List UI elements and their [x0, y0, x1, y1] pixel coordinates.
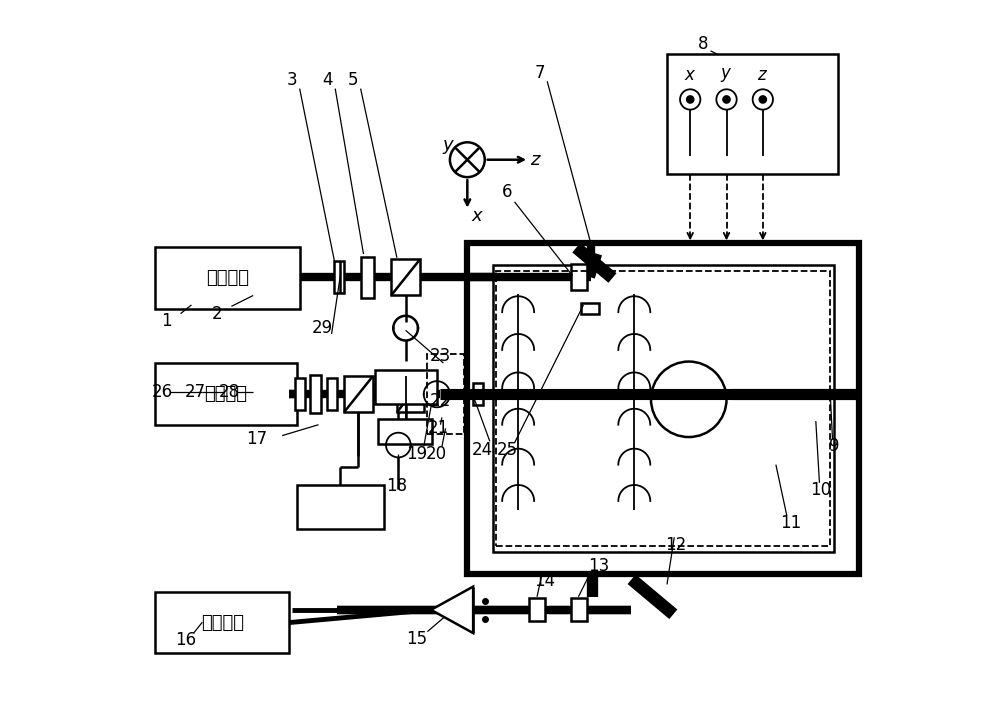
Bar: [496, 271, 830, 546]
Bar: [427, 354, 464, 434]
Text: 29: 29: [312, 319, 333, 337]
Text: $y$: $y$: [442, 139, 455, 156]
Text: 5: 5: [348, 71, 359, 89]
Text: 数据记录: 数据记录: [201, 613, 244, 632]
Text: 10: 10: [810, 481, 831, 499]
Text: 8: 8: [698, 35, 709, 52]
Bar: [334, 261, 344, 293]
Text: 25: 25: [497, 441, 518, 459]
Bar: [529, 598, 545, 621]
Text: 12: 12: [665, 536, 686, 553]
Bar: [155, 592, 289, 653]
Text: 检测激光: 检测激光: [206, 269, 249, 287]
Text: $z$: $z$: [757, 66, 768, 83]
Circle shape: [759, 96, 766, 103]
Bar: [327, 378, 337, 410]
Bar: [581, 303, 599, 314]
Text: 26: 26: [152, 383, 173, 401]
Text: 1: 1: [161, 312, 171, 330]
Bar: [493, 265, 834, 552]
Bar: [155, 363, 297, 425]
Bar: [391, 259, 420, 295]
Text: 11: 11: [780, 514, 801, 531]
Text: $z$: $z$: [530, 151, 542, 168]
Text: 17: 17: [246, 431, 267, 448]
Bar: [295, 378, 305, 410]
Bar: [375, 370, 437, 404]
Text: 抽运激光: 抽运激光: [204, 385, 247, 403]
Text: 3: 3: [286, 71, 297, 89]
Bar: [378, 419, 432, 444]
Text: 6: 6: [502, 184, 513, 201]
Bar: [571, 598, 587, 621]
Bar: [155, 247, 300, 309]
Text: 24: 24: [472, 441, 493, 459]
Text: $y$: $y$: [720, 66, 733, 83]
Polygon shape: [431, 587, 473, 633]
Text: 20: 20: [426, 445, 447, 462]
Bar: [571, 264, 587, 290]
Circle shape: [723, 96, 730, 103]
Text: 2: 2: [212, 305, 222, 322]
Text: 22: 22: [430, 393, 451, 410]
Text: 21: 21: [428, 420, 449, 437]
Text: $x$: $x$: [684, 66, 696, 83]
Text: 4: 4: [323, 71, 333, 89]
Text: 7: 7: [535, 64, 545, 81]
Bar: [344, 376, 373, 412]
Bar: [473, 383, 483, 405]
Text: 9: 9: [829, 438, 839, 455]
Bar: [361, 257, 374, 298]
Text: 13: 13: [588, 558, 609, 575]
Text: 23: 23: [430, 347, 451, 364]
Text: 15: 15: [406, 630, 427, 648]
Text: $x$: $x$: [471, 207, 484, 224]
Bar: [297, 485, 384, 529]
Text: 27: 27: [185, 383, 206, 401]
Bar: [397, 376, 424, 412]
Bar: [667, 54, 838, 174]
Circle shape: [687, 96, 694, 103]
Text: 19: 19: [406, 445, 427, 462]
Text: 16: 16: [175, 632, 196, 649]
Text: 18: 18: [386, 478, 407, 495]
Text: 28: 28: [219, 383, 240, 401]
Bar: [467, 243, 859, 574]
Bar: [310, 375, 321, 413]
Text: 14: 14: [534, 572, 556, 590]
